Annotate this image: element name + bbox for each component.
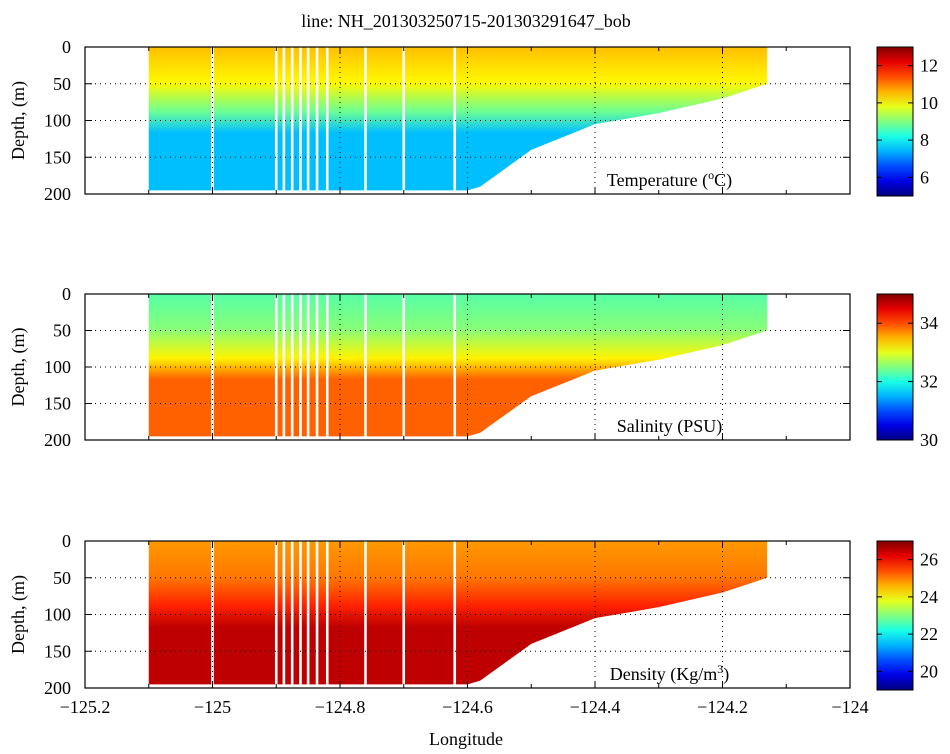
colorbar-tick-label: 30: [920, 430, 938, 450]
cast-gap: [315, 541, 319, 686]
colorbar-scale: [876, 293, 914, 441]
y-axis-label: Depth, (m): [8, 328, 29, 407]
y-tick-label: 100: [44, 605, 71, 625]
cast-gap: [315, 47, 319, 192]
variable-label: Density (Kg/m3): [610, 662, 730, 685]
colorbar-tick-label: 12: [920, 56, 938, 76]
y-axis-label: Depth, (m): [8, 81, 29, 160]
x-tick-label: −124.4: [570, 697, 621, 717]
x-tick-label: −125.2: [60, 697, 111, 717]
x-tick-label: −124.6: [442, 697, 493, 717]
x-tick-label: −124.2: [697, 697, 748, 717]
cast-gap: [299, 294, 302, 438]
cast-gap: [299, 47, 302, 192]
data-section: [148, 47, 768, 191]
cast-gap: [453, 47, 457, 192]
cast-gap: [211, 294, 214, 438]
y-tick-label: 200: [44, 184, 71, 204]
y-tick-label: 50: [53, 568, 71, 588]
colorbar: 6 8 10 12: [876, 46, 938, 197]
colorbar-tick-label: 24: [920, 587, 938, 607]
colorbar-tick-label: 22: [920, 624, 938, 644]
y-tick-label: 200: [44, 430, 71, 450]
cast-gap: [282, 294, 286, 438]
cast-gap: [211, 541, 214, 686]
panel-salinity: 0 50 100 150 200 Depth, (m) Salinity (PSU) 30 32…: [8, 284, 938, 450]
data-section: [148, 541, 768, 685]
cast-gap: [306, 47, 310, 192]
colorbar-tick-label: 34: [920, 313, 938, 333]
x-tick-label: −125: [194, 697, 231, 717]
cast-gap: [282, 47, 286, 192]
y-tick-label: 100: [44, 357, 71, 377]
cast-gap: [325, 541, 329, 686]
figure-title: line: NH_201303250715-201303291647_bob: [301, 11, 630, 31]
cast-gap: [325, 47, 329, 192]
x-tick-label: −124.8: [315, 697, 366, 717]
cast-gap: [402, 47, 406, 192]
y-tick-label: 150: [44, 641, 71, 661]
cast-gap: [453, 294, 457, 438]
cast-gap: [364, 541, 367, 686]
colorbar-tick-label: 6: [920, 167, 929, 187]
y-tick-label: 100: [44, 111, 71, 131]
x-axis-label: Longitude: [429, 729, 503, 749]
y-tick-label: 150: [44, 394, 71, 414]
colorbar-tick-label: 10: [920, 93, 938, 113]
cast-gap: [274, 294, 278, 438]
colorbar-tick-label: 26: [920, 550, 938, 570]
colorbar-scale: [876, 46, 914, 197]
cast-gap: [364, 294, 367, 438]
colorbar-tick-label: 8: [920, 130, 929, 150]
variable-label: Temperature (oC): [607, 168, 732, 191]
y-tick-label: 50: [53, 74, 71, 94]
y-tick-label: 150: [44, 147, 71, 167]
cast-gap: [402, 541, 406, 686]
cast-gap: [325, 294, 329, 438]
panel-density: −125.2 −125 −124.8 −124.6 −124.4 −124.2 −124 0 5…: [8, 531, 938, 717]
cast-gap: [315, 294, 319, 438]
cast-gap: [211, 47, 214, 192]
cast-gap: [290, 541, 294, 686]
y-tick-label: 200: [44, 678, 71, 698]
y-tick-label: 0: [62, 284, 71, 304]
x-tick-label: −124: [831, 697, 868, 717]
cast-gap: [306, 294, 310, 438]
cast-gap: [453, 541, 457, 686]
variable-label: Salinity (PSU): [617, 416, 723, 437]
cast-gap: [282, 541, 286, 686]
y-tick-label: 50: [53, 321, 71, 341]
colorbar: 30 32 34: [876, 293, 938, 450]
cast-gap: [402, 294, 406, 438]
cast-gap: [299, 541, 302, 686]
cast-gap: [364, 47, 367, 192]
y-tick-label: 0: [62, 37, 71, 57]
colorbar: 20 22 24 26: [876, 540, 938, 691]
cast-gap: [306, 541, 310, 686]
cast-gap: [290, 47, 294, 192]
cast-gap: [274, 47, 278, 192]
colorbar-tick-label: 32: [920, 372, 938, 392]
cast-gap: [274, 541, 278, 686]
y-tick-label: 0: [62, 531, 71, 551]
colorbar-tick-label: 20: [920, 661, 938, 681]
data-section: [148, 294, 768, 437]
panel-temperature: 0 50 100 150 200 Depth, (m) Temperature (oC) 6 8…: [8, 37, 938, 204]
y-axis-label: Depth, (m): [8, 575, 29, 654]
colorbar-scale: [876, 540, 914, 691]
cast-gap: [290, 294, 294, 438]
